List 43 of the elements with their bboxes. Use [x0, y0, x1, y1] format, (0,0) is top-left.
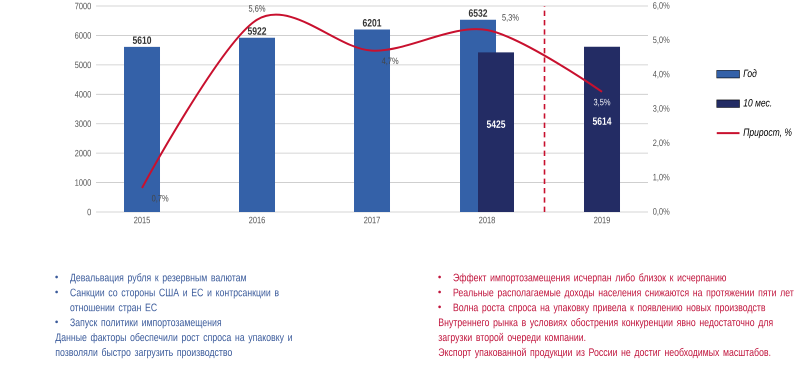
- x-tick-label: 2017: [364, 216, 380, 224]
- data-label: 5,6%: [248, 5, 266, 13]
- legend-label: 10 мес.: [743, 99, 772, 107]
- y2-tick-label: 6,0%: [653, 2, 670, 10]
- data-label: 5922: [248, 27, 266, 35]
- x-tick-label: 2015: [134, 216, 150, 224]
- data-label: 3,5%: [594, 98, 610, 106]
- legend-label: Прирост, %: [743, 128, 792, 138]
- y-tick-label: 6000: [75, 32, 92, 39]
- text: Внутреннего рынка в условиях обострения конкуренции явно недостаточно для загрузки второй очереди компании.: [438, 318, 773, 344]
- y-tick-label: 5000: [74, 62, 92, 68]
- y2-tick-label: 1,0%: [653, 174, 670, 182]
- y2-tick-label: 4,0%: [652, 70, 670, 79]
- text: Экспорт упакованной продукции из России не достиг необходимых масштабов.: [438, 348, 770, 358]
- text: Санкции со стороны США и ЕС и контрсанкции в отношении стран ЕС: [70, 288, 279, 314]
- x-tick-label: 2018: [479, 216, 495, 224]
- data-label: 5614: [592, 117, 612, 125]
- y2-tick-label: 0,0%: [653, 208, 670, 216]
- data-label: 5425: [486, 120, 506, 128]
- text: Девальвация рубля к резервным валютам: [70, 273, 246, 284]
- x-tick-label: 2016: [249, 216, 265, 224]
- y-tick-label: 3000: [74, 120, 92, 128]
- y-tick-label: 4000: [74, 91, 92, 98]
- text: Данные факторы обеспечили рост спроса на упаковку и позволяли быстро загрузить производство: [55, 332, 292, 358]
- data-label: 0,7%: [152, 194, 168, 203]
- data-label: 6532: [468, 9, 488, 17]
- text: Волна роста спроса на упаковку привела к появлению новых производств: [454, 304, 766, 314]
- y2-tick-label: 5,0%: [653, 36, 670, 44]
- y-tick-label: 1000: [75, 179, 92, 186]
- data-label: 5,3%: [502, 14, 519, 22]
- y-tick-label: 2000: [75, 150, 92, 156]
- text: Запуск политики импортозамещения: [70, 318, 222, 328]
- legend-label: Год: [743, 69, 757, 78]
- data-label: 6201: [362, 19, 382, 27]
- y2-tick-label: 3,0%: [653, 105, 670, 113]
- y2-tick-label: 2,0%: [653, 139, 670, 148]
- y-tick-label: 0: [87, 208, 92, 216]
- x-tick-label: 2019: [594, 216, 610, 224]
- data-label: 4,7%: [382, 58, 398, 66]
- text: Реальные располагаемые доходы населения снижаются на протяжении пяти лет: [454, 288, 794, 298]
- y-tick-label: 7000: [75, 2, 92, 10]
- data-label: 5610: [132, 36, 152, 44]
- text: Эффект импортозамещения исчерпан либо близок к исчерпанию: [453, 273, 726, 284]
